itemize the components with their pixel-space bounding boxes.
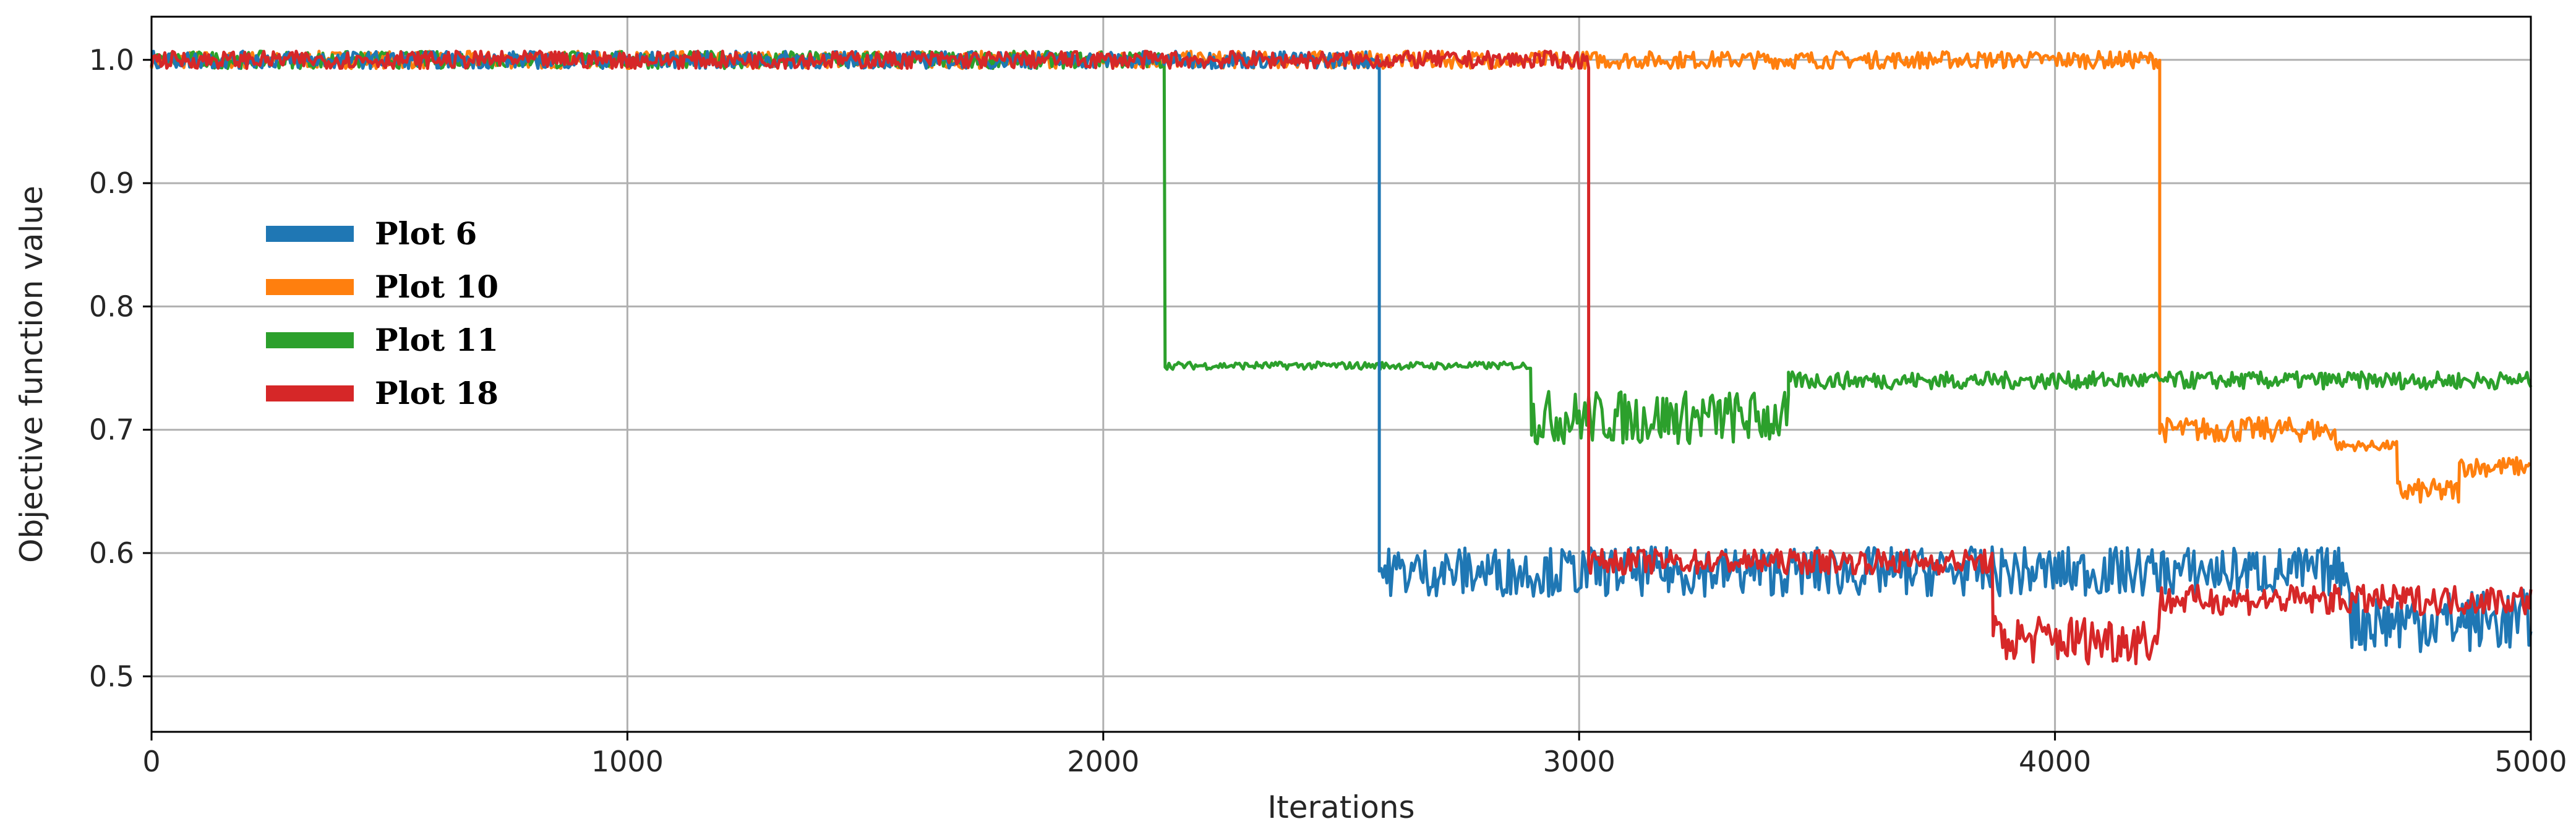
x-axis-label: Iterations [1267,789,1414,825]
series-line-plot-18 [150,49,2533,666]
legend-label-plot-10: Plot 10 [375,268,499,305]
series-lines [150,49,2533,666]
y-tick-label-4: 0.9 [89,166,134,200]
legend-label-plot-18: Plot 18 [375,375,499,411]
y-axis-label: Objective function value [14,186,49,563]
y-tick-label-0: 0.5 [89,659,134,693]
x-tick-label-3: 3000 [1543,745,1615,778]
y-tick-label-2: 0.7 [89,413,134,447]
x-tick-label-0: 0 [142,745,160,778]
y-tick-label-1: 0.6 [89,536,134,570]
y-tick-label-3: 0.8 [89,290,134,323]
legend-label-plot-11: Plot 11 [375,322,499,358]
legend-label-plot-6: Plot 6 [375,215,477,252]
x-tick-label-2: 2000 [1067,745,1139,778]
x-tick-label-1: 1000 [591,745,664,778]
x-tick-label-4: 4000 [2019,745,2091,778]
plot-area-frame [150,15,2532,733]
axis-ticks: 0 1000 2000 3000 4000 5000 0.5 0.6 0.7 0.8 0.9 1.0 [89,43,2567,778]
x-tick-label-5: 5000 [2494,745,2567,778]
y-tick-label-5: 1.0 [89,43,134,77]
legend: Plot 6 Plot 10 Plot 11 Plot 18 [266,215,499,411]
